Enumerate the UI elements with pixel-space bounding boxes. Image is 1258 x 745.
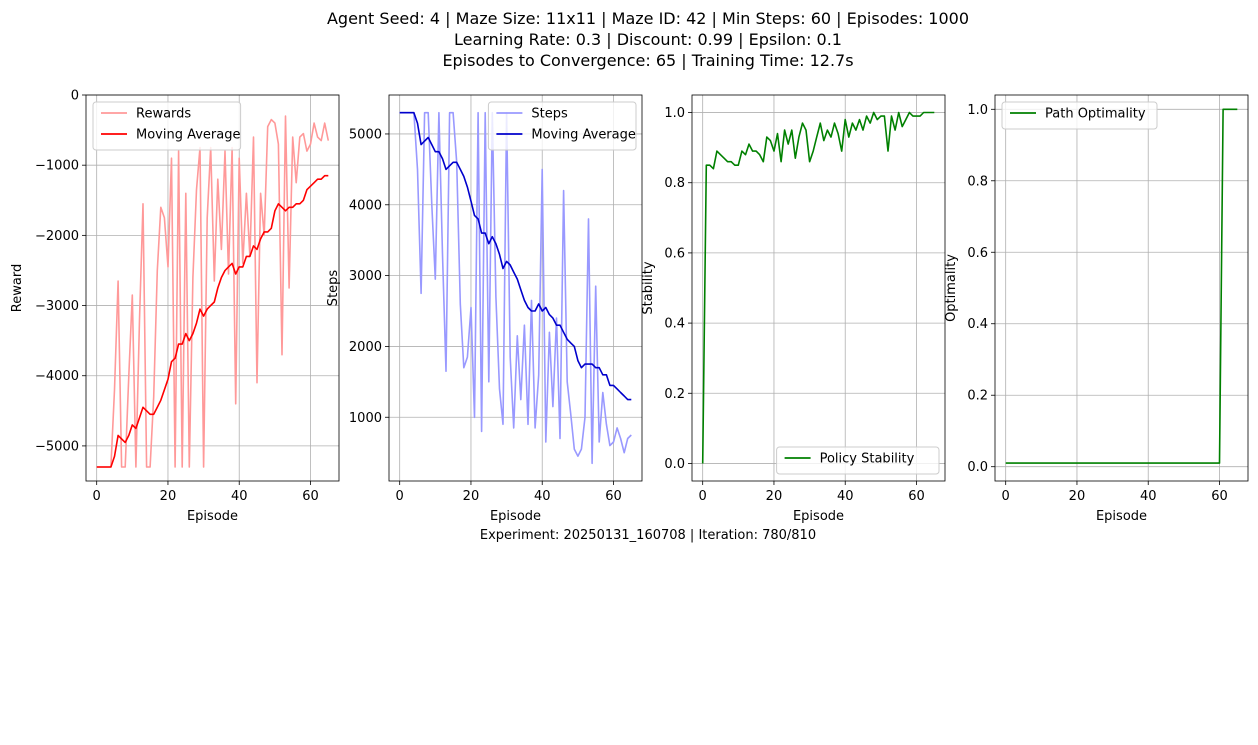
x-tick-label: 20 — [160, 489, 177, 504]
x-tick-label: 0 — [93, 489, 101, 504]
legend: Steps Moving Average — [487, 101, 637, 151]
x-tick-label: 20 — [766, 489, 783, 504]
legend-label: Rewards — [136, 107, 191, 122]
figure-title-line-1: Agent Seed: 4 | Maze Size: 11x11 | Maze … — [327, 9, 969, 28]
legend-label: Moving Average — [136, 128, 240, 143]
y-tick-label: 0.6 — [664, 246, 685, 261]
x-tick-label: 40 — [534, 489, 551, 504]
legend-box — [487, 101, 637, 151]
y-tick-label: 0.8 — [664, 176, 685, 191]
y-tick-label: 1.0 — [664, 106, 685, 121]
y-tick-label: 0.0 — [967, 460, 988, 475]
y-tick-label: 3000 — [349, 269, 382, 284]
series-line-2 — [96, 174, 329, 468]
subplot-1: 0 20 40 60 0 −1000 −2000 −3000 −4000 −5000 Episode… — [10, 89, 340, 524]
y-tick-label: 0.8 — [967, 174, 988, 189]
y-tick-label: 0.4 — [664, 317, 685, 332]
y-axis-label: Optimality — [944, 254, 959, 322]
y-tick-label: −3000 — [35, 299, 79, 314]
y-tick-label: 1000 — [349, 411, 382, 426]
y-tick-label: −5000 — [35, 439, 79, 454]
axes-frame — [691, 94, 946, 482]
y-tick-label: 0.0 — [664, 457, 685, 472]
x-tick-label: 60 — [605, 489, 622, 504]
y-tick-label: 4000 — [349, 198, 382, 213]
y-tick-label: 0.2 — [967, 389, 988, 404]
x-tick-label: 60 — [1211, 489, 1228, 504]
legend-label: Moving Average — [531, 128, 635, 143]
legend: Rewards Moving Average — [92, 101, 242, 151]
y-axis-label: Stability — [641, 261, 656, 315]
x-axis-label: Episode — [793, 509, 844, 524]
y-tick-label: 2000 — [349, 340, 382, 355]
subplot-3: 0 20 40 60 0.0 0.2 0.4 0.6 0.8 1.0 Episode Stabilit… — [641, 94, 946, 524]
subplot-4: 0 20 40 60 0.0 0.2 0.4 0.6 0.8 1.0 Episode Optimali… — [944, 94, 1249, 524]
series-line-1 — [399, 111, 632, 465]
y-tick-label: 0.6 — [967, 246, 988, 261]
series-line-1 — [1005, 108, 1238, 464]
legend-box — [776, 446, 940, 475]
figure-title-line-3: Episodes to Convergence: 65 | Training T… — [442, 51, 853, 70]
x-tick-label: 40 — [231, 489, 248, 504]
x-tick-label: 60 — [908, 489, 925, 504]
y-tick-label: −1000 — [35, 159, 79, 174]
legend: Path Optimality — [1001, 101, 1158, 130]
x-tick-label: 0 — [396, 489, 404, 504]
axes-frame — [388, 94, 643, 482]
y-tick-label: 0.2 — [664, 387, 685, 402]
legend-label: Path Optimality — [1045, 107, 1146, 122]
y-axis-label: Reward — [10, 264, 25, 312]
legend-box — [1001, 101, 1158, 130]
x-tick-label: 40 — [837, 489, 854, 504]
x-tick-label: 40 — [1140, 489, 1157, 504]
x-tick-label: 60 — [302, 489, 319, 504]
series-line-2 — [399, 111, 632, 401]
x-axis-label: Episode — [187, 509, 238, 524]
figure-title-line-2: Learning Rate: 0.3 | Discount: 0.99 | Ep… — [454, 30, 842, 49]
axes-frame — [994, 94, 1249, 482]
y-tick-label: 0.4 — [967, 317, 988, 332]
y-tick-label: −4000 — [35, 369, 79, 384]
legend: Policy Stability — [776, 446, 940, 475]
x-tick-label: 20 — [463, 489, 480, 504]
series-line-1 — [701, 111, 935, 464]
subplot-2: 0 20 40 6010002000300040005000EpisodeStepsS… — [326, 94, 643, 524]
series-line-1 — [96, 115, 330, 468]
x-tick-label: 0 — [699, 489, 707, 504]
x-axis-label: Episode — [1096, 509, 1147, 524]
experiment-footer: Experiment: 20250131_160708 | Iteration:… — [480, 528, 816, 543]
y-tick-label: 0 — [71, 89, 79, 104]
legend-label: Policy Stability — [820, 452, 915, 467]
y-tick-label: 1.0 — [967, 103, 988, 118]
x-axis-label: Episode — [490, 509, 541, 524]
legend-label: Steps — [531, 107, 568, 122]
x-tick-label: 0 — [1002, 489, 1010, 504]
x-tick-label: 20 — [1069, 489, 1086, 504]
legend-box — [92, 101, 242, 151]
axes-frame — [85, 94, 340, 482]
y-tick-label: 5000 — [349, 127, 382, 142]
y-axis-label: Steps — [326, 270, 341, 307]
y-tick-label: −2000 — [35, 229, 79, 244]
